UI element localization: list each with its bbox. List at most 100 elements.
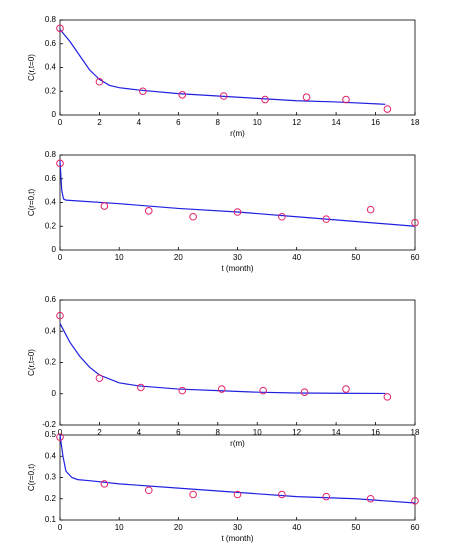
- x-tick-label: 12: [292, 118, 301, 127]
- data-point: [366, 205, 375, 214]
- y-tick-label: 0: [52, 110, 57, 119]
- data-point: [411, 218, 419, 227]
- x-tick-label: 10: [253, 118, 262, 127]
- x-axis-label: r(m): [230, 439, 245, 448]
- x-tick-label: 60: [411, 523, 420, 532]
- x-tick-label: 0: [58, 428, 63, 437]
- x-tick-label: 10: [115, 253, 124, 262]
- y-tick-label: 0.6: [45, 39, 57, 48]
- data-point: [366, 494, 375, 503]
- x-tick-label: 50: [351, 523, 360, 532]
- data-point: [56, 311, 64, 320]
- y-tick-label: 0.2: [45, 221, 57, 230]
- x-tick-label: 30: [233, 253, 242, 262]
- data-point: [217, 385, 226, 393]
- data-point: [278, 212, 286, 221]
- data-point: [178, 91, 187, 99]
- data-point: [233, 208, 242, 216]
- data-point: [300, 388, 309, 396]
- data-point: [302, 93, 311, 101]
- x-tick-label: 16: [371, 428, 380, 437]
- y-tick-label: 0.4: [45, 326, 57, 335]
- data-point: [261, 95, 269, 104]
- x-tick-label: 60: [411, 253, 420, 262]
- y-tick-label: 0.8: [45, 150, 57, 159]
- fit-line: [59, 160, 416, 227]
- y-tick-label: 0.1: [45, 515, 57, 524]
- y-tick-label: 0.6: [45, 295, 57, 304]
- data-point: [139, 87, 147, 96]
- x-tick-label: 0: [58, 253, 63, 262]
- x-tick-label: 12: [292, 428, 301, 437]
- y-tick-label: 0.4: [45, 63, 57, 72]
- y-tick-label: 0: [52, 245, 57, 254]
- y-tick-label: -0.2: [42, 420, 56, 429]
- data-point: [259, 386, 267, 395]
- data-point: [189, 490, 197, 499]
- data-point: [95, 374, 104, 382]
- y-axis-label: C(r,t=0): [27, 349, 36, 376]
- x-tick-label: 16: [371, 118, 380, 127]
- x-tick-label: 10: [253, 428, 262, 437]
- data-point: [411, 497, 419, 505]
- x-tick-label: 18: [411, 118, 420, 127]
- data-point: [100, 480, 109, 488]
- x-tick-label: 0: [58, 523, 63, 532]
- y-tick-label: 0.2: [45, 86, 57, 95]
- y-tick-label: 0.3: [45, 473, 57, 482]
- fit-line: [59, 323, 386, 395]
- x-tick-label: 20: [174, 253, 183, 262]
- y-tick-label: 0.6: [45, 174, 57, 183]
- y-tick-label: 0: [52, 389, 57, 398]
- x-tick-label: 8: [216, 428, 221, 437]
- y-axis-label: C(r,t=0): [27, 54, 36, 81]
- x-tick-label: 0: [58, 118, 63, 127]
- x-axis-label: t (month): [221, 534, 253, 543]
- x-tick-label: 40: [292, 253, 301, 262]
- y-axis-label: C(r=0,t): [27, 464, 36, 492]
- y-tick-label: 0.4: [45, 451, 57, 460]
- x-tick-label: 8: [216, 118, 221, 127]
- y-tick-label: 0.8: [45, 15, 57, 24]
- data-point: [56, 24, 64, 33]
- x-tick-label: 10: [115, 523, 124, 532]
- data-point: [137, 383, 145, 392]
- data-point: [383, 105, 392, 113]
- x-tick-label: 4: [137, 428, 142, 437]
- x-tick-label: 2: [97, 118, 102, 127]
- x-tick-label: 4: [137, 118, 142, 127]
- x-tick-label: 20: [174, 523, 183, 532]
- plot-frame: [59, 299, 416, 426]
- y-tick-label: 0.2: [45, 358, 57, 367]
- y-tick-label: 0.4: [45, 198, 57, 207]
- x-tick-label: 40: [292, 523, 301, 532]
- plot-frame: [59, 154, 416, 251]
- y-tick-label: 0.2: [45, 494, 57, 503]
- data-point: [178, 386, 187, 395]
- data-point: [233, 490, 242, 499]
- data-point: [189, 212, 197, 221]
- data-point: [56, 159, 64, 168]
- x-tick-label: 50: [351, 253, 360, 262]
- x-axis-label: r(m): [230, 129, 245, 138]
- x-axis-label: t (month): [221, 264, 253, 273]
- y-axis-label: C(r=0,t): [27, 189, 36, 217]
- data-point: [219, 92, 228, 100]
- x-tick-label: 6: [176, 428, 181, 437]
- data-point: [56, 433, 64, 441]
- data-point: [100, 202, 109, 210]
- data-point: [144, 207, 153, 215]
- x-tick-label: 14: [332, 118, 341, 127]
- y-tick-label: 0.5: [45, 430, 57, 439]
- x-tick-label: 30: [233, 523, 242, 532]
- data-point: [322, 492, 331, 501]
- data-point: [278, 490, 286, 499]
- data-point: [95, 77, 104, 86]
- x-tick-label: 2: [97, 428, 102, 437]
- x-tick-label: 6: [176, 118, 181, 127]
- fit-line: [59, 434, 416, 504]
- plot-frame: [59, 19, 416, 116]
- data-point: [144, 486, 153, 495]
- data-point: [342, 385, 350, 393]
